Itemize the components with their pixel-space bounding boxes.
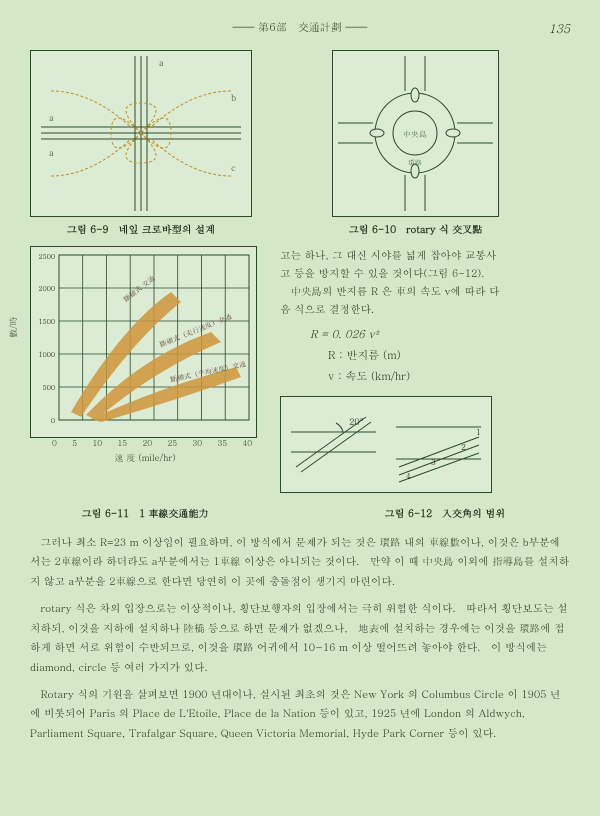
svg-text:1000: 1000 <box>38 349 55 359</box>
cloverleaf-diagram: a b c a a <box>31 51 251 216</box>
svg-text:3: 3 <box>431 457 436 468</box>
formula-eq: R = 0. 026 v² <box>310 325 570 346</box>
page-number: 135 <box>549 20 570 37</box>
chart-xticks: 0510152025303540 <box>30 438 260 449</box>
svg-text:20°: 20° <box>349 415 364 428</box>
text-line4: 음 식으로 결정한다. <box>280 300 570 318</box>
svg-text:4: 4 <box>406 471 411 482</box>
figure-6-12: 20° 1 2 3 4 <box>280 396 492 493</box>
paragraph-2: rotary 식은 차의 입장으로는 이상적이나, 횡단보행자의 입장에서는 극… <box>30 598 570 676</box>
figure-6-10: 中央島 環路 그림 6-10 rotary 식 交叉點 <box>292 50 499 236</box>
svg-text:500: 500 <box>42 382 55 392</box>
fig611-caption: 그림 6-11 1 車線交通能力 <box>30 506 260 520</box>
section-title: ── 第6部 交通計劃 ── <box>233 20 368 35</box>
paragraph-1: 그러나 최소 R=23 m 이상임이 필요하며, 이 방식에서 문제가 되는 것… <box>30 532 570 590</box>
rotary-diagram: 中央島 環路 <box>333 51 498 216</box>
svg-text:b: b <box>231 91 236 104</box>
fig69-caption: 그림 6-9 네잎 크로바型의 설계 <box>30 222 252 236</box>
svg-text:a: a <box>49 146 54 159</box>
svg-text:c: c <box>231 161 236 174</box>
paragraph-3: Rotary 식의 기원을 살펴보면 1900 년대이나, 실시된 최초의 것은… <box>30 684 570 742</box>
svg-text:a: a <box>159 56 164 69</box>
text-line1: 고는 하나, 그 대신 시야를 넓게 잡아야 교통사 <box>280 246 570 264</box>
chart-xlabel: 速 度 (mile/hr) <box>30 451 260 464</box>
formula-v: v : 속도 (km/hr) <box>328 367 570 388</box>
svg-text:2: 2 <box>461 442 466 453</box>
chart-ylabel: 數/時 <box>7 316 20 337</box>
page-header: ── 第6部 交通計劃 ── 135 <box>30 20 570 35</box>
capacity-chart: 斷續式 交通 斷續式（走行速度）交通 斷續式（平均速度）交通 0 500 100… <box>31 247 256 437</box>
svg-text:a: a <box>49 111 54 124</box>
svg-text:1500: 1500 <box>38 316 55 326</box>
svg-text:1: 1 <box>476 427 481 438</box>
fig612-caption: 그림 6-12 入交角의 범위 <box>320 506 570 520</box>
fig610-caption: 그림 6-10 rotary 식 交叉點 <box>332 222 499 236</box>
svg-text:2500: 2500 <box>38 251 55 261</box>
figure-6-9: a b c a a 그림 6-9 네잎 크로바型의 설계 <box>30 50 252 236</box>
center-island-label: 中央島 <box>403 129 427 140</box>
figure-6-11: 數/時 <box>30 246 260 493</box>
text-line3: 中央島의 반지름 R 은 車의 속도 v에 따라 다 <box>280 282 570 300</box>
formula-r: R : 반지름 (m) <box>328 346 570 367</box>
svg-text:2000: 2000 <box>38 283 55 293</box>
formula-block: R = 0. 026 v² R : 반지름 (m) v : 속도 (km/hr) <box>310 325 570 388</box>
ring-road-label: 環路 <box>408 157 422 167</box>
body-text: 그러나 최소 R=23 m 이상임이 필요하며, 이 방식에서 문제가 되는 것… <box>30 532 570 742</box>
text-line2: 고 등을 방지할 수 있을 것이다(그림 6-12). <box>280 264 570 282</box>
svg-text:0: 0 <box>51 415 55 425</box>
